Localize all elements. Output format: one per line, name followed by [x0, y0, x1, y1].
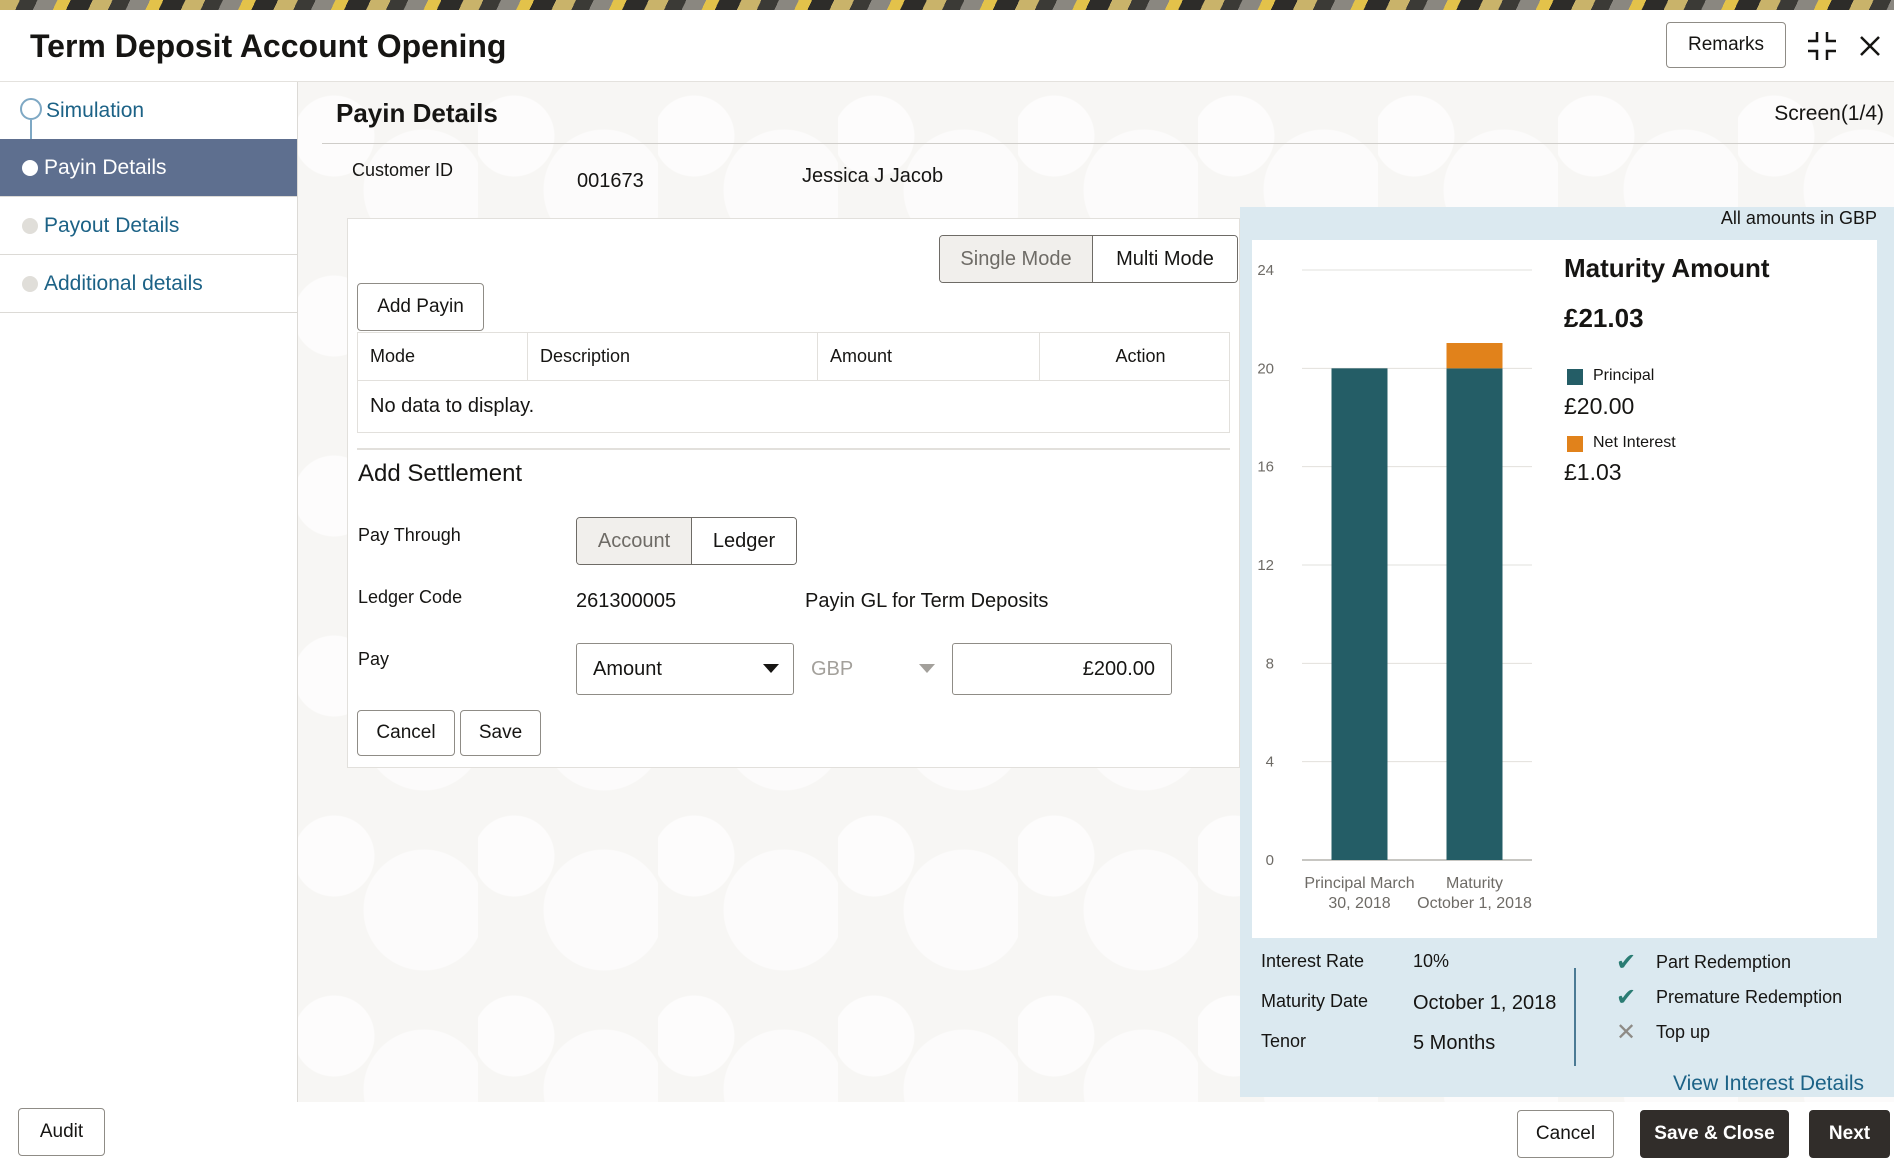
interest-rate-value: 10% [1413, 951, 1450, 971]
currency-select: GBP [794, 643, 950, 695]
next-button[interactable]: Next [1809, 1110, 1890, 1158]
pay-type-value: Amount [593, 657, 662, 680]
pay-type-select[interactable]: Amount [576, 643, 794, 695]
close-icon[interactable] [1850, 26, 1890, 66]
app-header: Term Deposit Account Opening Remarks [0, 10, 1894, 82]
step-sidebar: Simulation Payin Details Payout Details … [0, 82, 298, 1102]
sidebar-item-label: Payout Details [44, 213, 180, 237]
bar-principal [1446, 368, 1503, 860]
maturity-date-label: Maturity Date [1261, 991, 1369, 1011]
check-icon: ✔ [1615, 948, 1637, 976]
chevron-down-icon [919, 664, 935, 673]
account-option[interactable]: Account [577, 518, 692, 564]
feature-part-redemption: ✔ Part Redemption [1612, 948, 1792, 976]
remarks-button[interactable]: Remarks [1666, 22, 1786, 68]
section-title: Payin Details [336, 98, 498, 128]
step-dot-icon [22, 275, 38, 292]
settlement-title: Add Settlement [358, 460, 523, 487]
x-tick-label: Principal March 30, 2018 [1304, 875, 1414, 912]
divider [322, 143, 1894, 144]
ledger-option[interactable]: Ledger [692, 518, 796, 564]
feature-label: Top up [1656, 1021, 1711, 1042]
legend-principal-label: Principal [1593, 367, 1655, 384]
y-tick-label: 16 [1257, 459, 1274, 476]
y-tick-label: 12 [1257, 557, 1274, 574]
currency-value: GBP [811, 657, 854, 680]
bar-net-interest [1446, 343, 1503, 369]
y-tick-label: 8 [1266, 655, 1274, 672]
legend-net-interest-swatch [1567, 436, 1583, 452]
vertical-divider [1574, 968, 1576, 1066]
amount-input[interactable]: £200.00 [952, 643, 1172, 695]
y-tick-label: 0 [1266, 852, 1274, 869]
feature-top-up: ✕ Top up [1612, 1018, 1711, 1046]
sidebar-item-payout-details[interactable]: Payout Details [0, 197, 297, 255]
column-header-description[interactable]: Description [527, 332, 818, 381]
tenor-value: 5 Months [1413, 1032, 1496, 1054]
mode-toggle: Single Mode Multi Mode [939, 235, 1238, 283]
legend-net-interest-label: Net Interest [1593, 434, 1676, 451]
sidebar-item-label: Additional details [44, 271, 203, 295]
customer-id-label: Customer ID [352, 160, 454, 180]
column-header-amount[interactable]: Amount [817, 332, 1040, 381]
x-tick-label: Maturity October 1, 2018 [1417, 875, 1532, 912]
audit-button[interactable]: Audit [18, 1108, 105, 1156]
add-payin-button[interactable]: Add Payin [357, 283, 484, 331]
view-interest-details-link[interactable]: View Interest Details [1673, 1072, 1865, 1095]
banner-strip [0, 0, 1894, 10]
net-interest-value: £1.03 [1564, 459, 1622, 485]
amounts-note: All amounts in GBP [1720, 208, 1877, 228]
maturity-date-value: October 1, 2018 [1413, 992, 1557, 1014]
check-circle-icon [20, 98, 42, 120]
pay-through-toggle: Account Ledger [576, 517, 797, 565]
y-tick-label: 4 [1266, 754, 1274, 771]
principal-value: £20.00 [1564, 393, 1635, 419]
sidebar-item-simulation[interactable]: Simulation [0, 82, 297, 140]
interest-rate-label: Interest Rate [1261, 951, 1365, 971]
pay-through-label: Pay Through [358, 525, 461, 545]
chevron-down-icon [763, 664, 779, 673]
customer-id-value: 001673 [577, 170, 644, 192]
payin-table: Mode Description Amount Action No data t… [357, 332, 1230, 433]
column-header-action[interactable]: Action [1039, 332, 1230, 381]
pay-label: Pay [358, 649, 390, 669]
check-icon: ✔ [1615, 983, 1637, 1011]
column-header-mode[interactable]: Mode [357, 332, 528, 381]
sidebar-item-label: Payin Details [44, 155, 167, 179]
customer-name: Jessica J Jacob [802, 165, 944, 187]
settlement-save-button[interactable]: Save [460, 710, 541, 756]
feature-label: Part Redemption [1656, 951, 1792, 972]
cross-icon: ✕ [1615, 1018, 1637, 1046]
step-dot-icon [22, 217, 38, 234]
maturity-amount: £21.03 [1564, 303, 1644, 333]
ledger-code-value: 261300005 [576, 590, 677, 612]
legend-principal-swatch [1567, 369, 1583, 385]
ledger-code-label: Ledger Code [358, 587, 463, 607]
ledger-description: Payin GL for Term Deposits [805, 590, 1049, 612]
divider [357, 448, 1230, 450]
save-and-close-button[interactable]: Save & Close [1640, 1110, 1789, 1158]
feature-label: Premature Redemption [1656, 986, 1843, 1007]
screen-indicator: Screen(1/4) [1774, 102, 1884, 125]
minimize-icon[interactable] [1802, 26, 1842, 66]
y-tick-label: 24 [1257, 262, 1274, 279]
sidebar-item-payin-details[interactable]: Payin Details [0, 139, 297, 197]
sidebar-item-additional-details[interactable]: Additional details [0, 255, 297, 313]
page-title: Term Deposit Account Opening [30, 28, 507, 64]
maturity-title: Maturity Amount [1564, 253, 1770, 283]
sidebar-item-label: Simulation [46, 99, 145, 122]
step-dot-icon [22, 159, 38, 176]
y-tick-label: 20 [1257, 360, 1274, 377]
single-mode-option[interactable]: Single Mode [940, 236, 1093, 282]
empty-table-message: No data to display. [370, 395, 535, 417]
feature-premature-redemption: ✔ Premature Redemption [1612, 983, 1843, 1011]
maturity-chart: 0 4 8 12 16 20 24 Principal March 30, 2018Maturi… [1257, 262, 1532, 912]
settlement-cancel-button[interactable]: Cancel [357, 710, 455, 756]
bar-principal [1331, 368, 1388, 860]
tenor-label: Tenor [1261, 1031, 1307, 1051]
cancel-button[interactable]: Cancel [1517, 1110, 1614, 1158]
footer: Audit Cancel Save & Close Next [0, 1102, 1894, 1166]
multi-mode-option[interactable]: Multi Mode [1093, 236, 1237, 282]
